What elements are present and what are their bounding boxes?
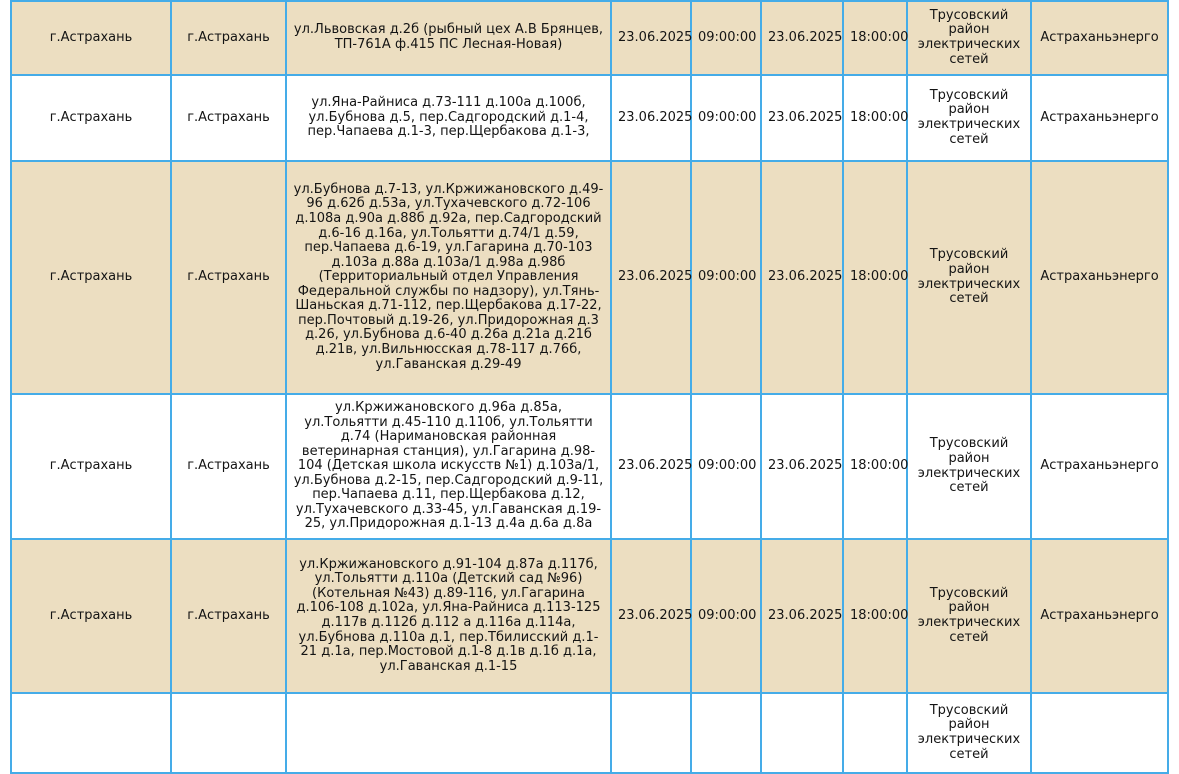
- region-cell: г.Астрахань: [10, 160, 172, 395]
- table-row: г.Астрахань г.Астрахань ул.Кржижановског…: [10, 393, 1169, 540]
- table-row: г.Астрахань г.Астрахань ул.Яна-Райниса д…: [10, 74, 1169, 162]
- table-row: Трусовский район электрических сетей: [10, 692, 1169, 774]
- end-time-cell: 18:00:00: [842, 0, 908, 76]
- start-date-cell: 23.06.2025: [610, 160, 692, 395]
- region-cell: г.Астрахань: [10, 393, 172, 540]
- end-date-cell: 23.06.2025: [760, 538, 844, 694]
- addresses-cell: ул.Львовская д.2б (рыбный цех А.В Брянце…: [285, 0, 612, 76]
- start-date-cell: 23.06.2025: [610, 0, 692, 76]
- city-cell: г.Астрахань: [170, 393, 287, 540]
- end-time-cell: 18:00:00: [842, 160, 908, 395]
- addresses-cell: ул.Кржижановского д.96а д.85а, ул.Тольят…: [285, 393, 612, 540]
- addresses-cell: ул.Яна-Райниса д.73-111 д.100а д.100б, у…: [285, 74, 612, 162]
- end-date-cell: 23.06.2025: [760, 0, 844, 76]
- end-date-cell: [760, 692, 844, 774]
- region-cell: [10, 692, 172, 774]
- addresses-cell: [285, 692, 612, 774]
- start-time-cell: 09:00:00: [690, 74, 762, 162]
- table-row: г.Астрахань г.Астрахань ул.Кржижановског…: [10, 538, 1169, 694]
- start-date-cell: [610, 692, 692, 774]
- city-cell: г.Астрахань: [170, 0, 287, 76]
- outage-schedule-table: г.Астрахань г.Астрахань ул.Львовская д.2…: [10, 0, 1169, 774]
- city-cell: [170, 692, 287, 774]
- company-cell: Астраханьэнерго: [1030, 393, 1169, 540]
- start-time-cell: 09:00:00: [690, 538, 762, 694]
- start-time-cell: [690, 692, 762, 774]
- network-branch-cell: Трусовский район электрических сетей: [906, 692, 1032, 774]
- end-date-cell: 23.06.2025: [760, 74, 844, 162]
- company-cell: Астраханьэнерго: [1030, 160, 1169, 395]
- company-cell: Астраханьэнерго: [1030, 538, 1169, 694]
- city-cell: г.Астрахань: [170, 74, 287, 162]
- company-cell: [1030, 692, 1169, 774]
- table-row: г.Астрахань г.Астрахань ул.Львовская д.2…: [10, 0, 1169, 76]
- company-cell: Астраханьэнерго: [1030, 0, 1169, 76]
- region-cell: г.Астрахань: [10, 0, 172, 76]
- start-time-cell: 09:00:00: [690, 393, 762, 540]
- end-time-cell: 18:00:00: [842, 74, 908, 162]
- city-cell: г.Астрахань: [170, 538, 287, 694]
- table-row: г.Астрахань г.Астрахань ул.Бубнова д.7-1…: [10, 160, 1169, 395]
- network-branch-cell: Трусовский район электрических сетей: [906, 160, 1032, 395]
- end-date-cell: 23.06.2025: [760, 393, 844, 540]
- end-date-cell: 23.06.2025: [760, 160, 844, 395]
- end-time-cell: [842, 692, 908, 774]
- addresses-cell: ул.Кржижановского д.91-104 д.87а д.117б,…: [285, 538, 612, 694]
- network-branch-cell: Трусовский район электрических сетей: [906, 538, 1032, 694]
- start-date-cell: 23.06.2025: [610, 74, 692, 162]
- addresses-cell: ул.Бубнова д.7-13, ул.Кржижановского д.4…: [285, 160, 612, 395]
- start-date-cell: 23.06.2025: [610, 393, 692, 540]
- region-cell: г.Астрахань: [10, 74, 172, 162]
- company-cell: Астраханьэнерго: [1030, 74, 1169, 162]
- start-time-cell: 09:00:00: [690, 160, 762, 395]
- network-branch-cell: Трусовский район электрических сетей: [906, 0, 1032, 76]
- start-date-cell: 23.06.2025: [610, 538, 692, 694]
- network-branch-cell: Трусовский район электрических сетей: [906, 393, 1032, 540]
- start-time-cell: 09:00:00: [690, 0, 762, 76]
- end-time-cell: 18:00:00: [842, 393, 908, 540]
- end-time-cell: 18:00:00: [842, 538, 908, 694]
- region-cell: г.Астрахань: [10, 538, 172, 694]
- network-branch-cell: Трусовский район электрических сетей: [906, 74, 1032, 162]
- city-cell: г.Астрахань: [170, 160, 287, 395]
